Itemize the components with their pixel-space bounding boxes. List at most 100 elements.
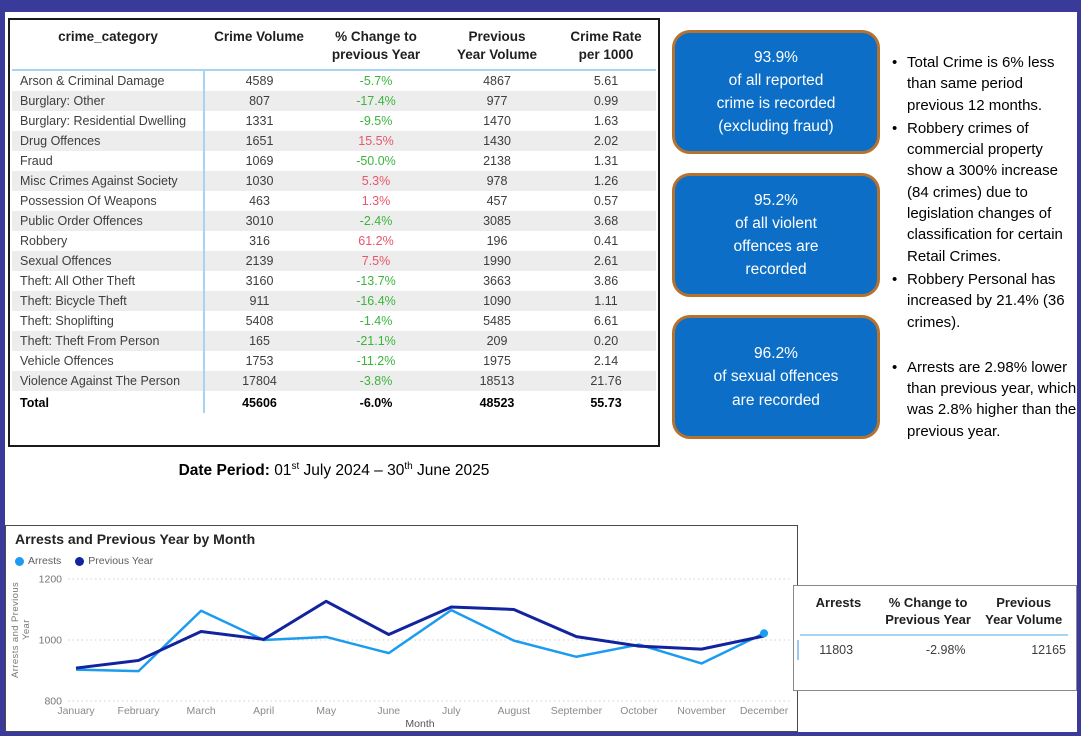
change-col-header[interactable]: % Change to Previous Year [885, 595, 971, 627]
callout-recorded-crime: 93.9% of all reported crime is recorded … [672, 30, 880, 154]
arrests-line-chart[interactable]: 800 1000 1200 January February March April May J… [6, 562, 797, 730]
crime-cell-vol: 1753 [245, 354, 274, 369]
crime-cell-cat: Theft: Shoplifting [12, 311, 205, 332]
crime-cell-prev: 209 [486, 334, 508, 349]
x-tick-august: August [497, 705, 530, 717]
crime-cell-cat: Burglary: Other [12, 91, 205, 112]
crime-cell-prev: 18513 [479, 374, 515, 389]
crime-cell-vol: 4589 [245, 74, 274, 89]
crime-cell-prev: 196 [486, 234, 508, 249]
y-tick-1000: 1000 [39, 635, 63, 647]
crime-cell-vol: 1030 [245, 174, 274, 189]
crime-cell-vol: 911 [249, 294, 270, 309]
crime-cell-cat: Theft: Theft From Person [12, 331, 205, 352]
arrests-col-header[interactable]: Arrests [815, 595, 862, 610]
crime-table-row[interactable]: Burglary: Other 807 -17.4% 977 0.99 [12, 91, 656, 112]
crime-cell-cat: Fraud [12, 151, 205, 172]
crime-cell-prev: 48523 [438, 391, 556, 414]
crime-cell-chg: -6.0% [314, 391, 438, 414]
chart-legend: Arrests Previous Year [15, 555, 153, 567]
crime-col-header-2[interactable]: % Change to previous Year [314, 21, 438, 72]
crime-cell-cat: Misc Crimes Against Society [12, 171, 205, 192]
crime-table-row[interactable]: Vehicle Offences 1753 -11.2% 1975 2.14 [12, 351, 656, 372]
legend-item-previous-year[interactable]: Previous Year [75, 555, 153, 567]
date-period-label: Date Period [178, 462, 265, 480]
x-tick-september: September [551, 705, 603, 717]
prev-year-col-header[interactable]: Previous Year Volume [985, 595, 1063, 627]
crime-cell-chg: 1.3% [361, 194, 391, 209]
crime-table-row[interactable]: Misc Crimes Against Society 1030 5.3% 978 1.… [12, 171, 656, 192]
previous-year-line[interactable] [75, 599, 765, 670]
crime-cell-rate: 6.61 [593, 314, 619, 329]
date-period: Date Period: 01st July 2024 – 30th June … [178, 461, 490, 480]
crime-cell-rate: 3.68 [593, 214, 619, 229]
crime-table-row[interactable]: Burglary: Residential Dwelling 1331 -9.5% 1… [12, 111, 656, 132]
crime-cell-prev: 977 [486, 94, 508, 109]
insight-arrests: Arrests are 2.98% lower than previous ye… [890, 357, 1077, 442]
crime-cell-cat: Sexual Offences [12, 251, 205, 272]
x-tick-october: October [620, 705, 658, 717]
crime-cell-vol: 3160 [245, 274, 274, 289]
crime-cell-vol: 463 [249, 194, 270, 209]
crime-cell-cat: Violence Against The Person [12, 371, 205, 392]
crime-table-row[interactable]: Drug Offences 1651 15.5% 1430 2.02 [12, 131, 656, 152]
crime-cell-cat: Arson & Criminal Damage [12, 70, 205, 92]
crime-col-header-1[interactable]: Crime Volume [204, 21, 314, 72]
crime-cell-chg: -5.7% [359, 74, 393, 89]
crime-table-panel: crime_category Crime Volume% Change to pr… [8, 18, 660, 447]
crime-cell-chg: -21.1% [356, 334, 396, 349]
x-tick-january: January [57, 705, 95, 717]
crime-table-row[interactable]: Violence Against The Person 17804 -3.8% 185… [12, 371, 656, 392]
crime-table-row[interactable]: Theft: Shoplifting 5408 -1.4% 5485 6.61 [12, 311, 656, 332]
crime-table-row[interactable]: Arson & Criminal Damage 4589 -5.7% 4867 5.61 [12, 70, 656, 92]
crime-cell-vol: 1651 [245, 134, 274, 149]
crime-table-row[interactable]: Theft: Bicycle Theft 911 -16.4% 1090 1.11 [12, 291, 656, 312]
crime-cell-prev: 3663 [483, 274, 511, 289]
legend-item-arrests[interactable]: Arrests [15, 555, 61, 567]
arrests-change-value: -2.98% [925, 642, 966, 657]
crime-cell-prev: 5485 [483, 314, 511, 329]
crime-cell-chg: -16.4% [356, 294, 396, 309]
crime-cell-rate: 2.02 [593, 134, 619, 149]
crime-table-row[interactable]: Fraud 1069 -50.0% 2138 1.31 [12, 151, 656, 172]
crime-cell-vol: 807 [249, 94, 270, 109]
crime-cell-rate: 0.20 [593, 334, 619, 349]
chart-title: Arrests and Previous Year by Month [15, 531, 256, 547]
crime-cell-rate: 1.63 [593, 114, 619, 129]
y-tick-1200: 1200 [39, 574, 63, 586]
crime-col-header-4[interactable]: Crime Rate per 1000 [556, 21, 656, 72]
crime-cell-chg: 7.5% [361, 254, 391, 269]
crime-table-row[interactable]: Possession Of Weapons 463 1.3% 457 0.57 [12, 191, 656, 212]
x-tick-february: February [118, 705, 161, 717]
crime-cell-chg: -17.4% [356, 94, 396, 109]
crime-table-row[interactable]: Theft: All Other Theft 3160 -13.7% 3663 3.86 [12, 271, 656, 292]
x-tick-june: June [377, 705, 400, 717]
crime-cell-vol: 17804 [242, 374, 277, 389]
crime-total-row[interactable]: Total 45606 -6.0% 48523 55.73 [12, 391, 656, 414]
crime-table-row[interactable]: Sexual Offences 2139 7.5% 1990 2.61 [12, 251, 656, 272]
arrests-december-point[interactable] [760, 629, 769, 638]
crime-cell-rate: 2.61 [593, 254, 619, 269]
x-axis-title: Month [405, 718, 434, 730]
crime-cell-cat: Robbery [12, 231, 205, 252]
crime-table-row[interactable]: Theft: Theft From Person 165 -21.1% 209 0.20 [12, 331, 656, 352]
crime-col-header-3[interactable]: Previous Year Volume [438, 21, 556, 72]
crime-cell-chg: -50.0% [356, 154, 396, 169]
crime-cell-vol: 1331 [245, 114, 274, 129]
crime-cell-vol: 2139 [245, 254, 274, 269]
crime-cell-vol: 165 [249, 334, 270, 349]
crime-cell-chg: -3.8% [359, 374, 393, 389]
x-tick-july: July [442, 705, 461, 717]
crime-cell-rate: 2.14 [593, 354, 619, 369]
crime-cell-cat: Vehicle Offences [12, 351, 205, 372]
crime-table-header: crime_category Crime Volume% Change to pr… [12, 21, 656, 72]
arrests-table-row[interactable]: 11803 -2.98% 12165 [797, 636, 1068, 660]
crime-col-header-0[interactable]: crime_category [12, 21, 204, 72]
crime-cell-prev: 1990 [483, 254, 511, 269]
crime-cell-vol: 3010 [245, 214, 274, 229]
crime-cell-rate: 1.31 [593, 154, 619, 169]
arrests-table-header: Arrests % Change to Previous Year Previo… [800, 595, 1068, 636]
crime-table-row[interactable]: Robbery 316 61.2% 196 0.41 [12, 231, 656, 252]
crime-table-row[interactable]: Public Order Offences 3010 -2.4% 3085 3.68 [12, 211, 656, 232]
